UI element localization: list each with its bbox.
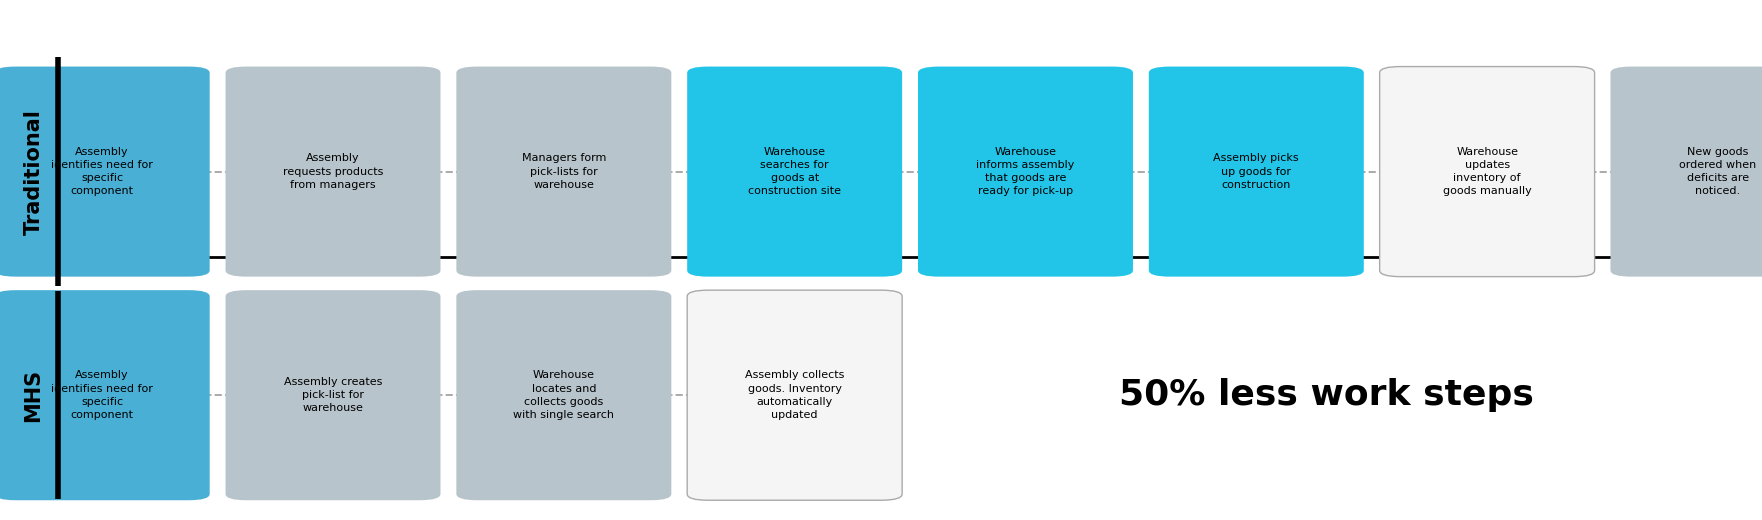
Text: Warehouse
updates
inventory of
goods manually: Warehouse updates inventory of goods man… (1443, 147, 1531, 197)
Text: Warehouse
searches for
goods at
construction site: Warehouse searches for goods at construc… (749, 147, 840, 197)
FancyBboxPatch shape (1149, 67, 1364, 277)
Text: Traditional: Traditional (23, 109, 44, 235)
FancyBboxPatch shape (1610, 67, 1762, 277)
FancyBboxPatch shape (918, 67, 1133, 277)
FancyBboxPatch shape (0, 290, 210, 500)
Text: Assembly creates
pick-list for
warehouse: Assembly creates pick-list for warehouse (284, 377, 382, 413)
FancyBboxPatch shape (226, 290, 440, 500)
Text: Warehouse
locates and
collects goods
with single search: Warehouse locates and collects goods wit… (513, 370, 615, 420)
FancyBboxPatch shape (456, 67, 671, 277)
FancyBboxPatch shape (0, 67, 210, 277)
FancyBboxPatch shape (687, 290, 902, 500)
Text: Assembly collects
goods. Inventory
automatically
updated: Assembly collects goods. Inventory autom… (745, 370, 844, 420)
Text: 50% less work steps: 50% less work steps (1119, 378, 1535, 412)
Text: Assembly
identifies need for
specific
component: Assembly identifies need for specific co… (51, 370, 153, 420)
FancyBboxPatch shape (456, 290, 671, 500)
Text: Managers form
pick-lists for
warehouse: Managers form pick-lists for warehouse (522, 153, 606, 190)
FancyBboxPatch shape (1380, 67, 1595, 277)
Text: MHS: MHS (23, 369, 44, 422)
Text: Assembly
identifies need for
specific
component: Assembly identifies need for specific co… (51, 147, 153, 197)
Text: Assembly
requests products
from managers: Assembly requests products from managers (284, 153, 382, 190)
Text: Warehouse
informs assembly
that goods are
ready for pick-up: Warehouse informs assembly that goods ar… (976, 147, 1075, 197)
Text: Assembly picks
up goods for
construction: Assembly picks up goods for construction (1214, 153, 1299, 190)
FancyBboxPatch shape (226, 67, 440, 277)
FancyBboxPatch shape (687, 67, 902, 277)
Text: New goods
ordered when
deficits are
noticed.: New goods ordered when deficits are noti… (1679, 147, 1757, 197)
